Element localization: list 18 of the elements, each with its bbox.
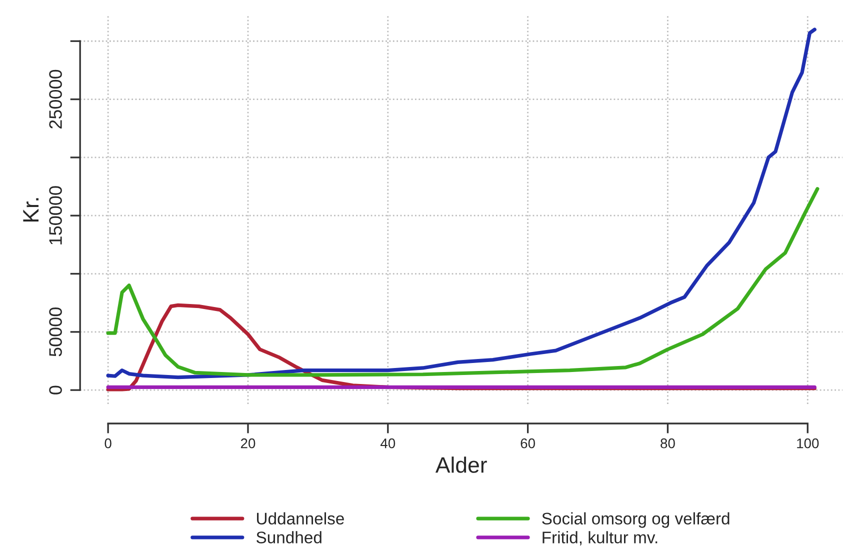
y-tick-label: 150000 [49,186,62,244]
line-series [106,187,820,377]
x-axis-title: Alder [435,456,487,473]
y-tick-label: 0 [49,386,62,394]
legend-label: Fritid, kultur mv. [542,531,658,546]
y-tick-label: 250000 [49,70,62,128]
y-tick-label: 50000 [49,308,62,356]
x-tick-label: 20 [240,438,256,448]
legend-label: Social omsorg og velfærd [542,512,730,528]
x-tick-label: 40 [380,438,396,448]
x-tick-label: 80 [660,438,675,448]
line-series [106,28,816,380]
x-tick-label: 100 [797,438,819,448]
legend-label: Sundhed [256,531,322,544]
y-axis-title: Kr. [23,198,39,222]
x-tick-label: 60 [520,438,535,448]
x-tick-label: 0 [104,438,112,448]
legend-label: Uddannelse [257,512,344,525]
